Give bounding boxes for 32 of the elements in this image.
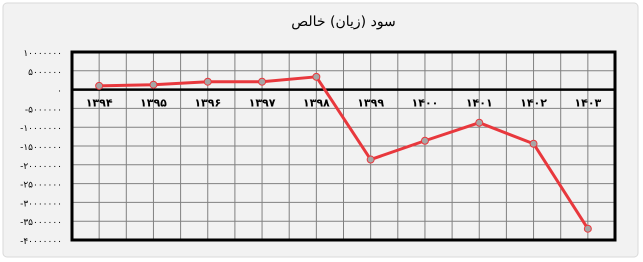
y-tick-label: -۵۰۰۰۰۰۰ bbox=[24, 105, 62, 116]
y-tick-label: -۱۵۰۰۰۰۰۰ bbox=[20, 143, 62, 153]
x-tick-label: ۱۳۹۶ bbox=[194, 96, 222, 110]
y-tick-label: -۳۵۰۰۰۰۰۰ bbox=[20, 218, 62, 228]
y-tick-label: ۵۰۰۰۰۰۰ bbox=[28, 68, 62, 78]
x-tick-label: ۱۳۹۹ bbox=[357, 96, 384, 110]
point bbox=[95, 82, 104, 90]
x-tick-label: ۱۳۹۸ bbox=[302, 96, 330, 110]
y-tick-label: ۱۰۰۰۰۰۰۰ bbox=[23, 49, 62, 59]
x-tick-label: ۱۴۰۲ bbox=[520, 96, 548, 110]
y-tick-label: -۲۵۰۰۰۰۰۰ bbox=[20, 180, 62, 191]
x-tick-label: ۱۴۰۰ bbox=[412, 96, 438, 110]
x-tick-label: ۱۳۹۷ bbox=[248, 96, 276, 110]
point bbox=[204, 78, 212, 86]
point bbox=[312, 72, 320, 81]
y-tick-label: -۲۰۰۰۰۰۰۰ bbox=[20, 162, 62, 172]
point bbox=[149, 80, 158, 89]
title: سود (زیان) خالص bbox=[291, 14, 396, 30]
y-tick-label: -۱۰۰۰۰۰۰۰ bbox=[20, 124, 62, 134]
x-tick-label: ۱۴۰۱ bbox=[466, 96, 493, 110]
point bbox=[584, 224, 592, 233]
point bbox=[420, 136, 429, 145]
x-tick-label: ۱۴۰۳ bbox=[574, 96, 602, 110]
x-tick-label: ۱۳۹۴ bbox=[86, 96, 113, 110]
y-tick-label: ۰ bbox=[57, 86, 62, 97]
y-tick-label: -۴۰۰۰۰۰۰۰ bbox=[20, 237, 62, 247]
x-tick-label: ۱۳۹۵ bbox=[140, 96, 168, 110]
y-tick-label: -۳۰۰۰۰۰۰۰ bbox=[20, 199, 62, 210]
point bbox=[530, 140, 538, 148]
point bbox=[258, 78, 266, 86]
point bbox=[475, 118, 484, 127]
point bbox=[366, 156, 375, 164]
